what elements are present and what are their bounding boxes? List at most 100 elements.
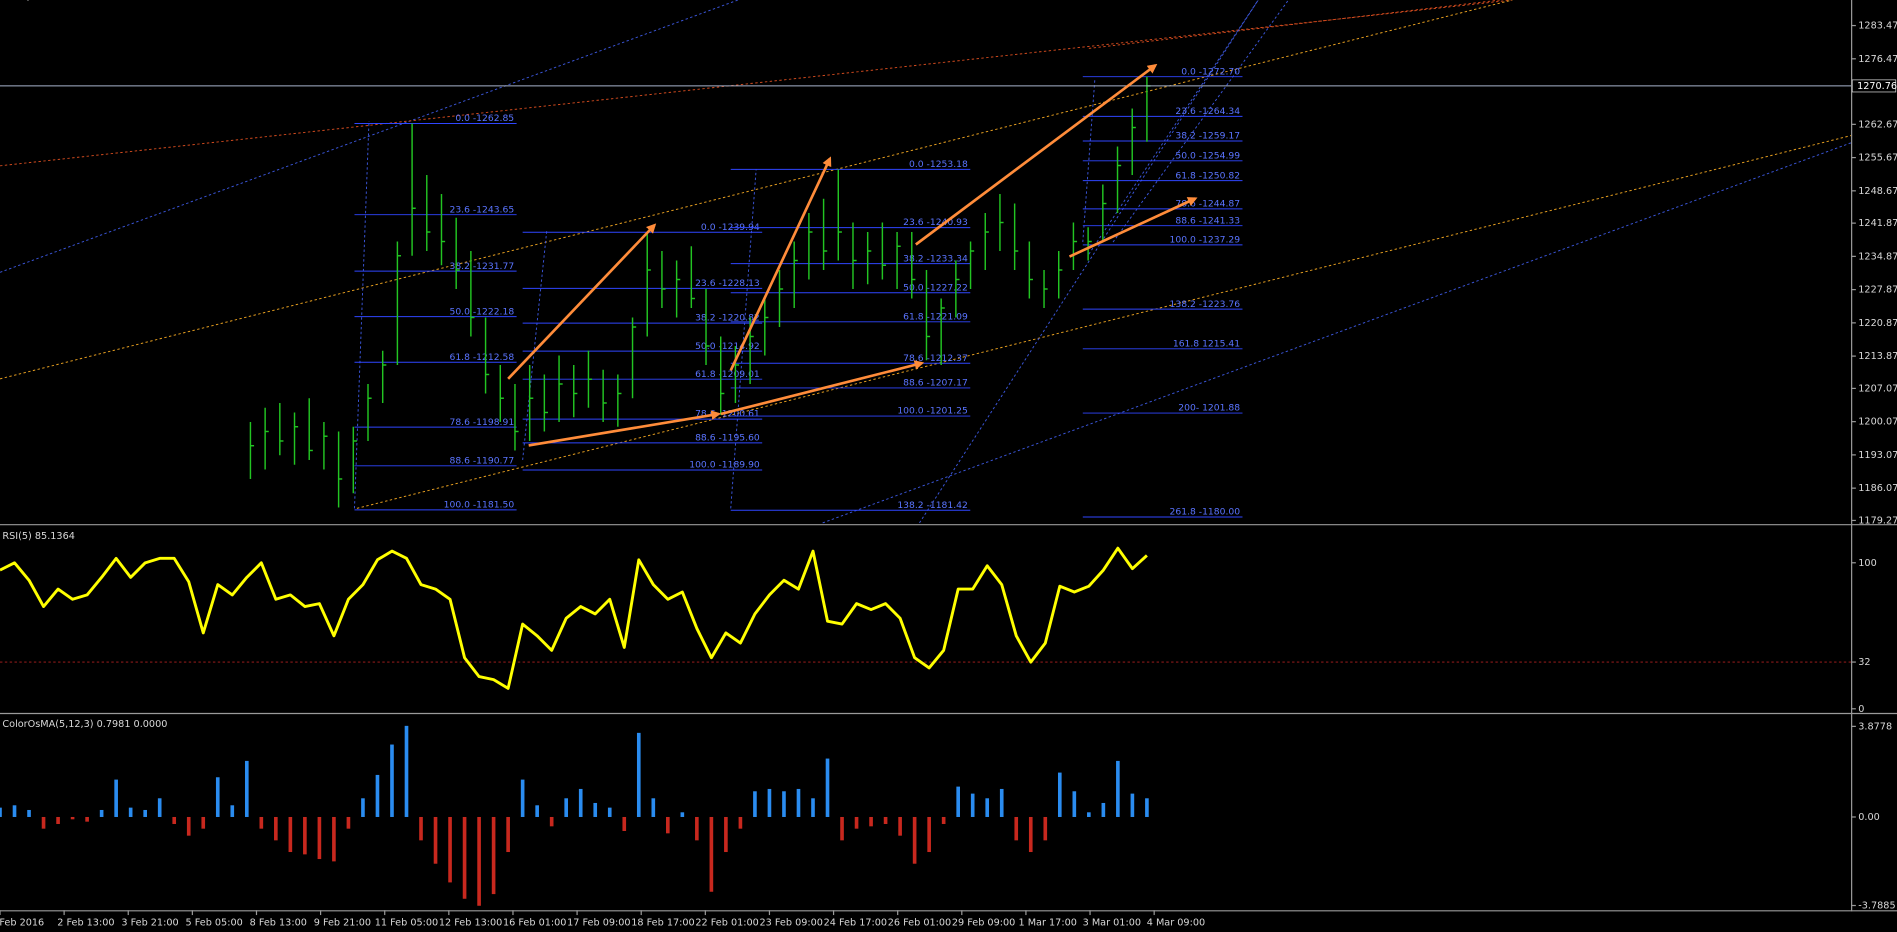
- x-tick-label: 23 Feb 09:00: [760, 917, 823, 928]
- x-tick-label: 3 Feb 21:00: [121, 917, 178, 928]
- osma-bar: [390, 744, 394, 817]
- x-tick-label: 11 Feb 05:00: [375, 917, 438, 928]
- osma-bar: [186, 816, 191, 836]
- osma-bar: [491, 816, 496, 895]
- osma-bar: [782, 791, 786, 817]
- y-tick-label: 1200.07: [1858, 417, 1897, 428]
- osma-bar: [448, 816, 452, 883]
- osma-bar: [1101, 802, 1106, 817]
- fib-label: 23.6 -1264.34: [1175, 106, 1240, 117]
- osma-bar: [796, 788, 801, 817]
- arrow: [720, 360, 925, 416]
- osma-bar: [651, 798, 656, 817]
- x-tick-label: 26 Feb 01:00: [888, 917, 951, 928]
- fib-label: 38.2 -1231.77: [450, 261, 515, 272]
- plot-layer: 0.0 -1262.85 23.6 -1243.65 38.2 -1231.77 50…: [0, 66, 1852, 906]
- osma-bar: [956, 786, 960, 817]
- osma-bar: [666, 816, 670, 834]
- x-tick-label: 17 Feb 09:00: [567, 917, 630, 928]
- osma-bar: [462, 816, 467, 899]
- x-tick-label: 29 Feb 09:00: [952, 917, 1015, 928]
- fib-label: 88.6 -1190.77: [450, 455, 515, 466]
- fib-label: 50.0 -1214.92: [695, 341, 760, 352]
- osma-bar: [244, 760, 249, 817]
- arrow: [915, 63, 1158, 246]
- fib-label: 88.6 -1207.17: [903, 378, 968, 389]
- current-price-box: [1851, 79, 1897, 93]
- panel-title: RSI(5) 85.1364: [2, 531, 74, 542]
- y-tick-label: 1283.47: [1858, 21, 1897, 32]
- fib-label: 100.0 -1201.25: [897, 406, 968, 417]
- osma-bar: [375, 774, 380, 817]
- osma-bar: [85, 816, 89, 822]
- osma-bar: [128, 807, 133, 817]
- osma-bar: [724, 816, 728, 853]
- osma-bar: [99, 809, 104, 817]
- y-tick-label: 100: [1858, 558, 1876, 569]
- osma-bar: [303, 816, 307, 855]
- y-tick-label: 1186.07: [1858, 483, 1897, 494]
- trend-line: [0, 0, 739, 273]
- x-tick-label: 9 Feb 21:00: [314, 917, 371, 928]
- trend-line: [0, 0, 1513, 167]
- x-tick-label: 18 Feb 17:00: [631, 917, 694, 928]
- osma-bar: [1145, 798, 1149, 817]
- osma-bar: [636, 732, 641, 817]
- osma-bar: [883, 816, 888, 824]
- y-tick-label: 1234.87: [1858, 251, 1897, 262]
- osma-bar: [985, 798, 990, 817]
- trend-line: [1082, 78, 1096, 243]
- fib-label: 161.8 1215.41: [1173, 338, 1240, 349]
- fib-label: 50.0 -1254.99: [1175, 150, 1240, 161]
- y-tick-label: 1193.07: [1858, 450, 1897, 461]
- trend-line: [0, 0, 1513, 380]
- osma-bar: [172, 816, 177, 824]
- osma-bar: [622, 816, 627, 832]
- panel-borders: [0, 0, 1897, 912]
- fib-label: 38.2 -1220.82: [695, 313, 760, 324]
- arrow: [1068, 197, 1198, 258]
- osma-bar: [259, 816, 264, 829]
- osma-bar: [912, 816, 917, 864]
- osma-bar: [70, 816, 75, 820]
- fib-label: 50.0 -1227.22: [903, 282, 968, 293]
- osma-bar: [27, 809, 31, 817]
- osma-bar: [1043, 816, 1048, 841]
- arrow: [528, 410, 722, 447]
- osma-bar: [520, 779, 525, 817]
- trend-lines: [0, 0, 1852, 524]
- trend-line: [1112, 0, 1289, 243]
- osma-bar: [709, 816, 714, 892]
- osma-bar: [535, 805, 539, 817]
- y-tick-label: 1227.87: [1858, 285, 1897, 296]
- osma-bar: [999, 788, 1004, 817]
- x-tick-label: 12 Feb 13:00: [439, 917, 502, 928]
- y-tick-label: 1179.27: [1858, 515, 1897, 526]
- osma-bar: [404, 725, 409, 817]
- chart-title: GOLD,H1 1261.00 1272.58 1259.38 1270.76: [2, 0, 192, 2]
- osma-bar: [433, 816, 438, 864]
- arrow: [507, 223, 657, 380]
- fib-label: 78.6 -1244.87: [1175, 199, 1240, 210]
- osma-bar: [825, 758, 830, 817]
- osma-bar: [1072, 791, 1077, 817]
- osma-bar: [1057, 772, 1062, 817]
- osma-bar: [56, 816, 60, 824]
- osma-bar: [738, 816, 743, 829]
- osma-bar: [695, 816, 699, 841]
- trend-line: [356, 135, 1852, 509]
- trend-line: [353, 121, 370, 509]
- osma-bar: [549, 816, 554, 827]
- fib-label: 23.6 -1240.93: [903, 217, 968, 228]
- trend-line: [919, 0, 1259, 524]
- panel-title: ColorOsMA(5,12,3) 0.7981 0.0000: [2, 719, 167, 730]
- y-tick-label: 1220.87: [1858, 318, 1897, 329]
- osma-bar: [114, 779, 118, 817]
- trend-line: [1088, 0, 1501, 49]
- fib-label: 61.8 -1209.01: [695, 369, 760, 380]
- fib-label: 78.6 -1200.61: [695, 409, 760, 420]
- osma-bar: [1130, 793, 1135, 817]
- x-tick-label: 3 Mar 01:00: [1083, 917, 1141, 928]
